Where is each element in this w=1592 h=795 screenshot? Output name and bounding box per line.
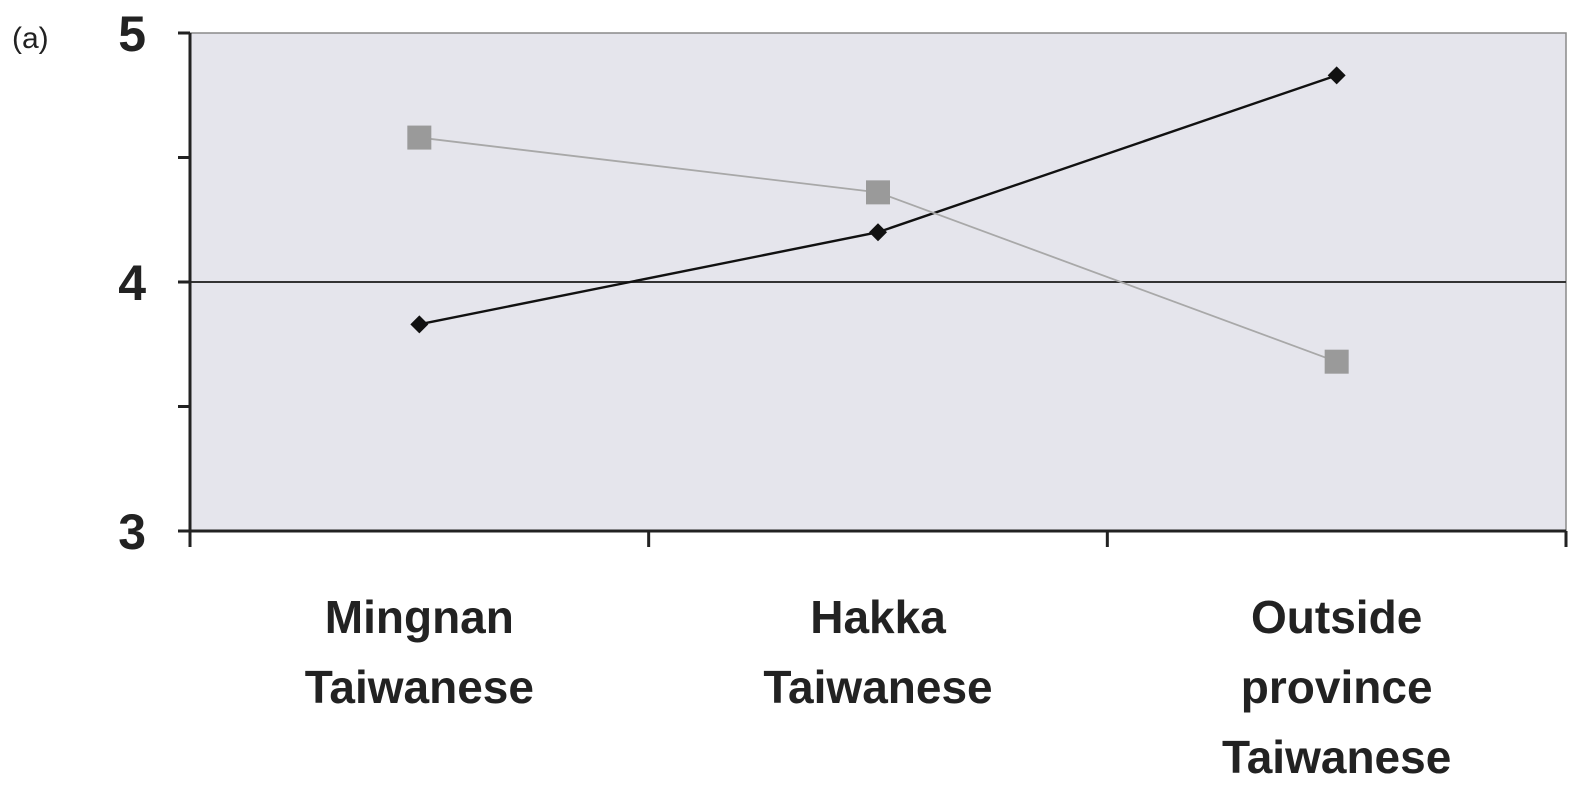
data-point-diamond <box>1327 66 1346 85</box>
data-point-diamond <box>410 315 429 334</box>
data-point-square <box>866 180 890 205</box>
axes <box>178 31 1568 547</box>
x-tick-label-line: Taiwanese <box>1222 731 1451 783</box>
x-tick-label-line: Taiwanese <box>305 661 534 713</box>
series-diamond <box>410 66 1346 334</box>
x-tick-label: Outside province Taiwanese <box>1222 591 1451 783</box>
data-point-square <box>1324 349 1349 374</box>
data-point-square <box>407 125 432 150</box>
x-tick-label-line: province <box>1241 661 1433 713</box>
x-tick-label-line: Taiwanese <box>763 661 992 713</box>
series-line-segment <box>877 191 1337 363</box>
x-tick-label-line: Mingnan <box>325 591 514 643</box>
x-tick-label-line: Hakka <box>810 591 946 643</box>
y-tick-label: 4 <box>118 255 146 311</box>
x-tick-label: Mingnan Taiwanese <box>305 591 534 713</box>
x-tick-label: Hakka Taiwanese <box>763 591 992 713</box>
series-line-segment <box>419 136 879 194</box>
x-tick-label-line: Outside <box>1251 591 1422 643</box>
y-tick-label: 5 <box>118 6 146 62</box>
panel-label: (a) <box>12 22 49 55</box>
series-line-segment <box>419 231 879 326</box>
series-line-segment <box>877 74 1338 234</box>
series-layer <box>407 66 1349 374</box>
y-tick-label: 3 <box>118 504 146 560</box>
data-point-diamond <box>869 223 887 242</box>
series-square <box>407 125 1349 374</box>
